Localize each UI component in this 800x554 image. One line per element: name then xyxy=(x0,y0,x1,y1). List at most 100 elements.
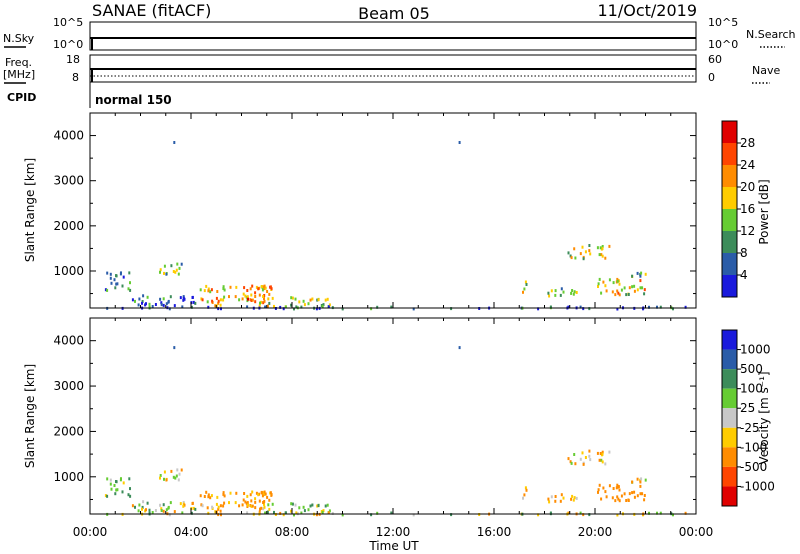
colorbar-segment xyxy=(722,165,737,187)
scatter-cell xyxy=(235,491,238,495)
scatter-cell xyxy=(273,304,275,308)
scatter-cell xyxy=(268,498,271,502)
scatter-cell xyxy=(620,288,623,292)
scatter-cell xyxy=(199,494,202,498)
scatter-cell xyxy=(554,495,557,498)
scatter-cell xyxy=(145,302,147,306)
scatter-cell xyxy=(106,477,109,481)
scatter-cell xyxy=(246,511,249,515)
scatter-cell xyxy=(596,246,599,250)
scatter-cell xyxy=(597,488,600,492)
freq-unit-label: [MHz] xyxy=(3,68,35,81)
scatter-cell xyxy=(597,490,599,494)
scatter-cell xyxy=(525,283,528,286)
scatter-cell xyxy=(254,291,257,295)
scatter-cell xyxy=(631,491,634,495)
scatter-cell xyxy=(206,300,209,304)
scatter-cell xyxy=(572,498,575,502)
scatter-cell xyxy=(562,290,565,294)
scatter-cell xyxy=(154,303,157,306)
scatter-cell xyxy=(251,298,254,302)
scatter-cell xyxy=(341,307,344,311)
scatter-cell xyxy=(643,498,646,502)
scatter-cell xyxy=(203,495,206,498)
scatter-cell xyxy=(223,501,226,505)
scatter-cell xyxy=(291,296,294,300)
scatter-cell xyxy=(165,302,168,306)
scatter-cell xyxy=(570,461,573,465)
scatter-cell xyxy=(633,495,636,499)
scatter-cell xyxy=(191,501,194,505)
scatter-cell xyxy=(268,301,271,305)
scatter-cell xyxy=(115,480,118,484)
scatter-cell xyxy=(181,511,184,515)
scatter-cell xyxy=(168,307,171,311)
scatter-cell xyxy=(579,511,582,515)
scatter-cell xyxy=(268,292,271,296)
scatter-cell xyxy=(261,288,264,292)
freq-tick-bottom: 8 xyxy=(72,71,79,84)
scatter-cell xyxy=(192,300,195,304)
colorbar-segment xyxy=(722,466,737,487)
scatter-cell xyxy=(612,281,615,285)
scatter-cell xyxy=(321,305,324,308)
scatter-cell xyxy=(255,491,258,495)
scatter-cell xyxy=(257,493,260,497)
scatter-cell xyxy=(138,503,141,507)
scatter-cell xyxy=(110,281,113,285)
scatter-cell xyxy=(571,494,574,498)
scatter-cell xyxy=(192,506,195,510)
scatter-cell xyxy=(122,275,125,279)
scatter-cell xyxy=(284,511,287,515)
scatter-cell xyxy=(262,301,265,305)
scatter-cell xyxy=(260,285,263,288)
scatter-cell xyxy=(582,513,585,517)
scatter-cell xyxy=(263,294,266,297)
scatter-cell xyxy=(659,305,662,309)
scatter-cell xyxy=(263,490,266,494)
scatter-cell xyxy=(127,493,130,497)
scatter-cell xyxy=(180,262,183,266)
scatter-cell xyxy=(246,289,249,292)
colorbar-segment xyxy=(722,388,737,409)
scatter-cell xyxy=(217,513,220,517)
scatter-cell xyxy=(547,291,550,295)
scatter-cell xyxy=(223,288,226,292)
scatter-cell xyxy=(554,293,557,297)
scatter-cell xyxy=(219,504,222,508)
scatter-cell xyxy=(182,504,185,508)
scatter-cell xyxy=(159,297,162,301)
scatter-cell xyxy=(589,252,592,256)
scatter-cell xyxy=(559,499,562,503)
scatter-cell xyxy=(293,307,295,311)
scatter-cell xyxy=(618,488,621,492)
scatter-cell xyxy=(216,495,219,499)
scatter-cell xyxy=(263,297,265,300)
scatter-cell xyxy=(575,291,578,294)
x-tick-label: 12:00 xyxy=(376,525,411,539)
scatter-cell xyxy=(628,286,631,290)
scatter-cell xyxy=(263,299,266,303)
scatter-cell xyxy=(549,511,552,515)
scatter-cell xyxy=(559,293,562,297)
scatter-cell xyxy=(141,301,143,305)
scatter-cell xyxy=(178,472,181,476)
scatter-cell xyxy=(639,286,642,290)
scatter-cell xyxy=(242,498,245,502)
colorbar-tick-label: 12 xyxy=(740,224,755,238)
scatter-cell xyxy=(303,509,306,513)
scatter-cell xyxy=(142,294,145,298)
scatter-cell xyxy=(598,253,601,257)
scatter-cell xyxy=(215,296,218,300)
scatter-cell xyxy=(131,298,134,302)
scatter-cell xyxy=(246,305,249,309)
scatter-cell xyxy=(234,501,237,505)
scatter-cell xyxy=(121,284,124,288)
scatter-cell xyxy=(262,507,265,511)
scatter-cell xyxy=(129,487,131,491)
scatter-cell xyxy=(116,282,119,286)
colorbar-tick-label: 24 xyxy=(740,158,755,172)
scatter-cell xyxy=(560,493,563,497)
scatter-cell xyxy=(644,478,647,482)
scatter-cell xyxy=(151,511,154,514)
